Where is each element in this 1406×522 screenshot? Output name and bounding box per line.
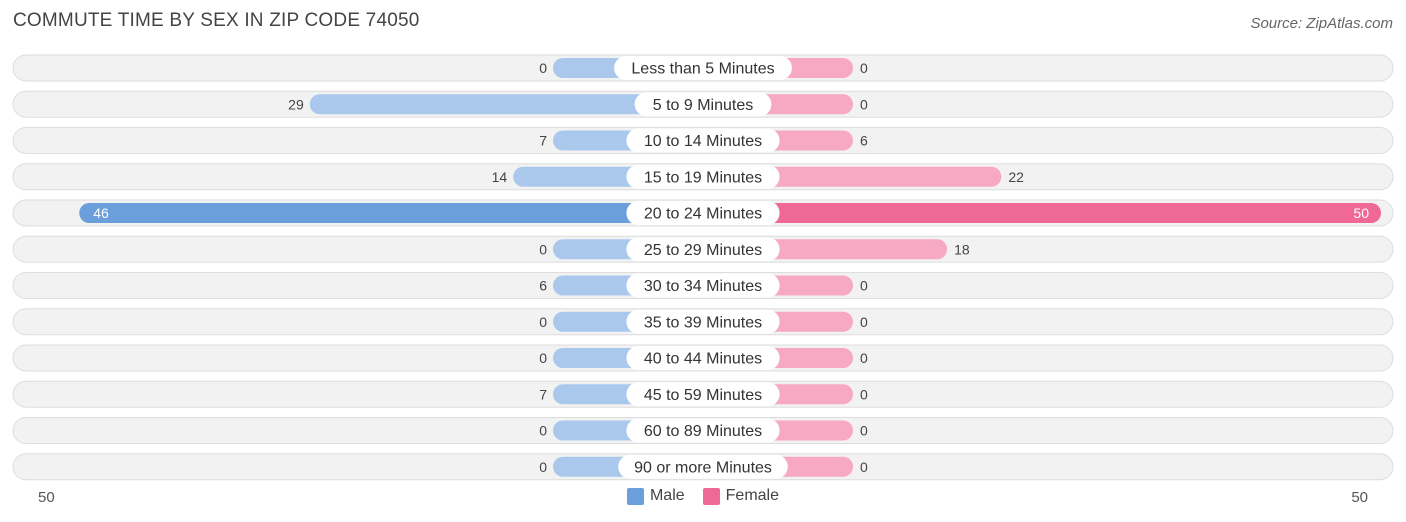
value-label-male: 6 [539,278,547,294]
row-5: 25 to 29 Minutes 0 18 [12,235,1394,263]
axis-left-label: 50 [38,489,55,506]
category-pill [626,273,780,298]
value-label-male: 7 [539,133,547,149]
category-pill [634,92,772,117]
chart-source: Source: ZipAtlas.com [1250,15,1393,32]
axis-right-label: 50 [1351,489,1368,506]
value-label-male: 14 [492,169,508,185]
chart-title: COMMUTE TIME BY SEX IN ZIP CODE 74050 [13,10,420,31]
category-label: 15 to 19 Minutes [644,169,762,186]
row-4: 20 to 24 Minutes 46 50 [12,199,1394,227]
category-pill [626,309,780,334]
row-10: 60 to 89 Minutes 0 0 [12,417,1394,444]
row-1: 5 to 9 Minutes 29 0 [12,90,1394,118]
value-label-male: 7 [539,386,547,402]
value-label-male: 29 [288,96,304,112]
legend-swatch-female [702,487,720,505]
legend-swatch-male [626,487,644,505]
category-pill [626,201,780,225]
value-label-female: 0 [860,386,868,402]
category-label: 40 to 44 Minutes [644,351,762,368]
value-label-female: 0 [860,350,868,366]
category-pill [618,454,788,479]
legend-item-female[interactable]: Female [702,487,780,505]
legend-label-female: Female [725,487,780,504]
value-label-male: 0 [539,350,547,366]
category-label: Less than 5 Minutes [631,61,774,78]
category-pill [626,418,780,443]
category-label: 20 to 24 Minutes [644,206,762,223]
value-label-female: 0 [860,314,868,330]
category-pill [626,128,780,153]
row-0: Less than 5 Minutes 0 0 [12,54,1394,82]
category-label: 35 to 39 Minutes [644,314,762,331]
value-label-male: 0 [539,241,547,257]
legend-item-male[interactable]: Male [626,487,685,505]
category-pill [626,164,780,189]
row-7: 35 to 39 Minutes 0 0 [12,308,1394,336]
value-label-female: 0 [860,459,868,475]
category-label: 25 to 29 Minutes [644,242,762,259]
value-label-female: 6 [860,133,868,149]
bar-female [703,203,1381,223]
category-pill [614,56,792,80]
value-label-female: 50 [1353,205,1369,221]
category-label: 5 to 9 Minutes [653,97,754,114]
value-label-female: 0 [860,278,868,294]
value-label-female: 0 [860,60,868,76]
value-label-male: 0 [539,60,547,76]
value-label-female: 18 [954,241,970,257]
bar-male [309,94,703,115]
row-8: 40 to 44 Minutes 0 0 [12,344,1394,372]
row-3: 15 to 19 Minutes 14 22 [12,163,1394,191]
category-pill [626,382,780,407]
row-6: 30 to 34 Minutes 6 0 [12,272,1394,299]
value-label-female: 0 [860,96,868,112]
value-label-male: 0 [539,423,547,439]
category-label: 30 to 34 Minutes [644,278,762,295]
category-label: 60 to 89 Minutes [644,423,762,440]
row-11: 90 or more Minutes 0 0 [12,453,1394,481]
category-pill [626,346,780,370]
category-label: 10 to 14 Minutes [644,133,762,150]
value-label-male: 0 [539,459,547,475]
category-pill [626,237,780,262]
legend: Male Female [0,487,1406,505]
legend-label-male: Male [649,487,685,504]
value-label-male: 0 [539,314,547,330]
category-label: 90 or more Minutes [634,459,772,476]
bar-male [79,203,704,223]
row-2: 10 to 14 Minutes 7 6 [12,127,1394,154]
row-9: 45 to 59 Minutes 7 0 [12,380,1394,408]
value-label-male: 46 [93,205,109,221]
value-label-female: 0 [860,423,868,439]
category-label: 45 to 59 Minutes [644,387,762,404]
value-label-female: 22 [1008,169,1024,185]
